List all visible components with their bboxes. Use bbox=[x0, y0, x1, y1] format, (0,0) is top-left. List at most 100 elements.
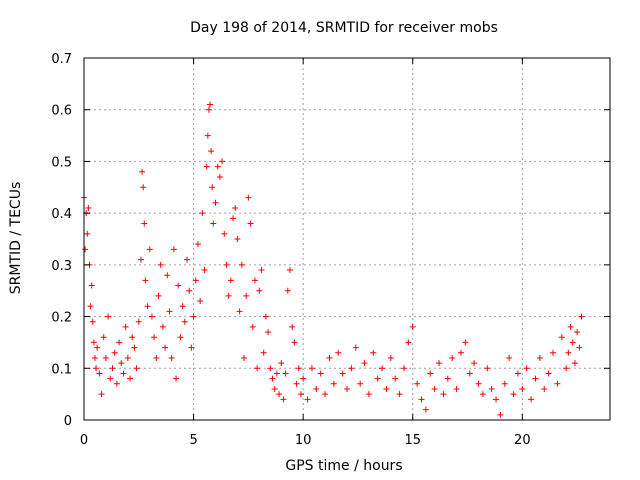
data-point bbox=[162, 344, 169, 351]
data-point bbox=[383, 385, 390, 392]
y-tick-label: 0.7 bbox=[51, 52, 72, 67]
data-point bbox=[271, 385, 278, 392]
data-point bbox=[127, 375, 134, 382]
data-point bbox=[344, 385, 350, 392]
data-point bbox=[440, 391, 447, 398]
data-point bbox=[153, 354, 160, 361]
data-point bbox=[175, 282, 182, 289]
y-tick-label: 0 bbox=[64, 414, 72, 429]
data-point bbox=[247, 220, 254, 227]
data-point bbox=[493, 396, 500, 403]
data-point bbox=[227, 277, 234, 284]
data-point bbox=[256, 287, 263, 294]
data-point bbox=[82, 246, 89, 253]
chart-title: Day 198 of 2014, SRMTID for receiver mob… bbox=[190, 20, 498, 36]
data-point bbox=[287, 267, 294, 274]
data-point bbox=[578, 313, 585, 320]
data-point bbox=[140, 184, 147, 191]
data-point bbox=[230, 215, 237, 222]
data-point bbox=[322, 391, 329, 398]
data-point bbox=[105, 313, 112, 320]
data-point bbox=[576, 344, 583, 351]
data-point bbox=[204, 132, 211, 139]
x-tick-label: 15 bbox=[404, 433, 421, 448]
y-axis-label: SRMTID / TECUs bbox=[8, 182, 24, 295]
data-point bbox=[232, 204, 239, 211]
data-point bbox=[146, 246, 153, 253]
data-point bbox=[330, 380, 337, 387]
data-point bbox=[361, 360, 368, 367]
data-point bbox=[113, 380, 120, 387]
data-point bbox=[251, 277, 258, 284]
y-tick-label: 0.5 bbox=[51, 155, 72, 170]
data-point bbox=[89, 318, 96, 325]
data-point bbox=[392, 375, 399, 382]
data-point bbox=[177, 334, 184, 341]
data-point bbox=[400, 365, 407, 372]
data-point bbox=[273, 370, 280, 377]
data-point bbox=[254, 365, 261, 372]
data-point bbox=[137, 256, 144, 263]
data-point bbox=[293, 380, 300, 387]
data-point bbox=[173, 375, 180, 382]
data-point bbox=[118, 360, 125, 367]
data-point bbox=[141, 220, 148, 227]
grid-lines bbox=[84, 58, 610, 420]
data-point bbox=[278, 360, 285, 367]
data-point bbox=[100, 334, 107, 341]
data-point bbox=[449, 354, 456, 361]
data-point bbox=[93, 365, 100, 372]
data-point bbox=[295, 365, 302, 372]
data-point bbox=[164, 272, 171, 279]
data-point bbox=[427, 370, 434, 377]
data-point bbox=[475, 380, 482, 387]
x-axis-label: GPS time / hours bbox=[285, 458, 402, 474]
data-point bbox=[205, 106, 212, 113]
data-point bbox=[479, 391, 486, 398]
data-point bbox=[124, 354, 131, 361]
data-point bbox=[466, 370, 473, 377]
data-point bbox=[569, 339, 576, 346]
data-point bbox=[536, 354, 543, 361]
axis-ticks bbox=[83, 57, 610, 421]
data-point bbox=[574, 329, 581, 336]
data-point bbox=[471, 360, 478, 367]
data-point bbox=[225, 292, 232, 299]
data-point bbox=[107, 375, 114, 382]
data-point bbox=[571, 360, 578, 367]
data-point bbox=[151, 334, 158, 341]
data-point bbox=[221, 230, 228, 237]
data-point bbox=[289, 323, 296, 330]
x-tick-label: 0 bbox=[80, 433, 88, 448]
data-point bbox=[96, 370, 103, 377]
data-point bbox=[339, 370, 346, 377]
data-point bbox=[157, 261, 164, 268]
data-point bbox=[90, 339, 97, 346]
data-point bbox=[245, 194, 252, 201]
data-point bbox=[565, 349, 572, 356]
data-point bbox=[102, 354, 109, 361]
data-point bbox=[379, 365, 386, 372]
data-point bbox=[510, 391, 517, 398]
data-point bbox=[197, 298, 204, 305]
y-tick-labels: 0 0.1 0.2 0.3 0.4 0.5 0.6 0.7 bbox=[51, 52, 72, 429]
data-point bbox=[462, 339, 469, 346]
data-point bbox=[144, 303, 151, 310]
data-point bbox=[258, 267, 265, 274]
data-point bbox=[506, 354, 513, 361]
data-point bbox=[260, 349, 267, 356]
data-point bbox=[210, 220, 217, 227]
data-point bbox=[199, 210, 206, 217]
data-point bbox=[116, 339, 123, 346]
data-point bbox=[563, 365, 570, 372]
data-point bbox=[280, 396, 287, 403]
data-point bbox=[94, 344, 101, 351]
data-point bbox=[155, 292, 162, 299]
data-point bbox=[120, 370, 127, 377]
data-point bbox=[554, 380, 561, 387]
data-point bbox=[223, 261, 230, 268]
data-point bbox=[488, 385, 495, 392]
data-point bbox=[558, 334, 565, 341]
data-point bbox=[501, 380, 508, 387]
